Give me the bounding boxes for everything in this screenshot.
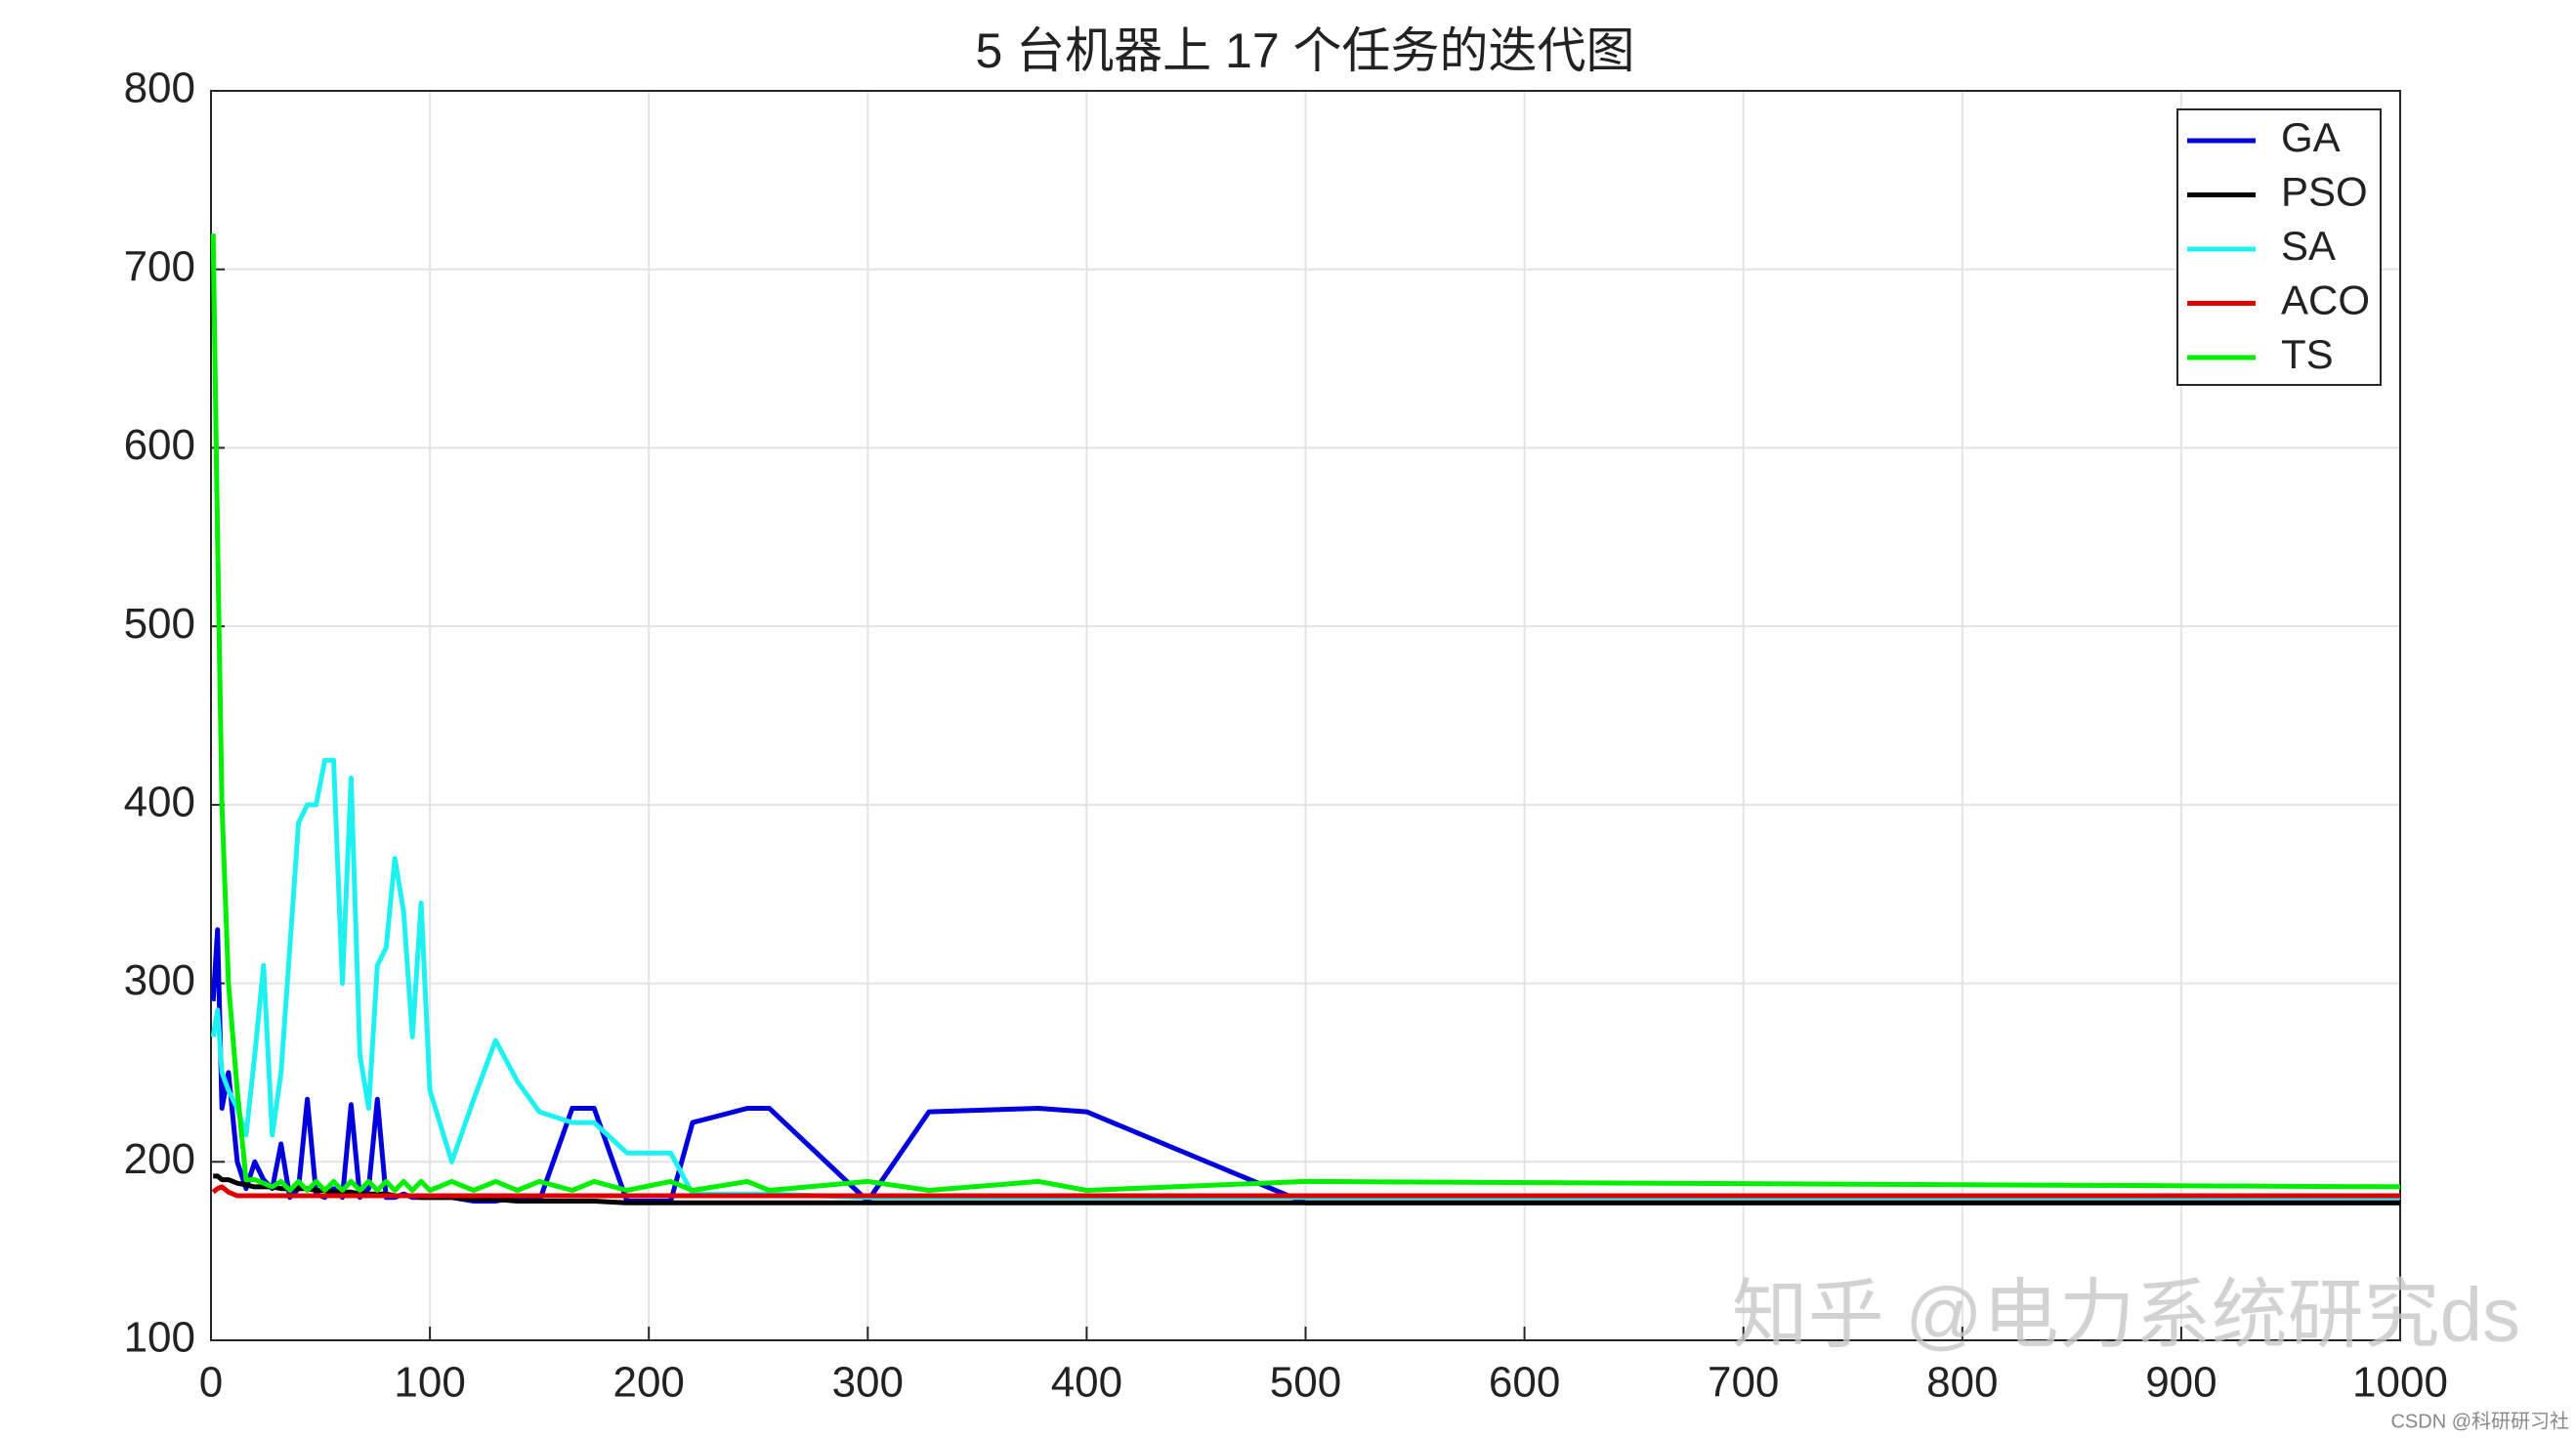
y-tick-label: 100 xyxy=(124,1314,195,1362)
y-tick-label: 800 xyxy=(124,64,195,112)
y-tick-label: 500 xyxy=(124,600,195,648)
legend-label: SA xyxy=(2281,223,2336,269)
series-line xyxy=(210,233,2401,1193)
y-tick-label: 300 xyxy=(124,956,195,1004)
x-tick-label: 1000 xyxy=(2352,1359,2448,1407)
watermark: CSDN @科研研习社 xyxy=(2390,1410,2569,1432)
legend-label: TS xyxy=(2281,331,2334,377)
y-tick-label: 600 xyxy=(124,421,195,469)
x-tick-label: 400 xyxy=(1051,1359,1122,1407)
legend-label: GA xyxy=(2281,114,2341,160)
y-tick-label: 400 xyxy=(124,778,195,825)
watermark: 知乎 @电力系统研究ds xyxy=(1732,1272,2520,1358)
legend-label: PSO xyxy=(2281,169,2368,215)
x-tick-label: 600 xyxy=(1489,1359,1560,1407)
x-tick-label: 900 xyxy=(2145,1359,2217,1407)
x-tick-label: 800 xyxy=(1926,1359,1998,1407)
series-line xyxy=(211,1184,2400,1199)
chart-title: 5 台机器上 17 个任务的迭代图 xyxy=(975,23,1634,78)
x-tick-label: 300 xyxy=(832,1359,904,1407)
legend-label: ACO xyxy=(2281,277,2370,323)
x-tick-label: 200 xyxy=(612,1359,684,1407)
x-tick-label: 500 xyxy=(1270,1359,1341,1407)
x-tick-label: 100 xyxy=(394,1359,465,1407)
plot-frame xyxy=(210,90,2401,1341)
x-tick-label: 0 xyxy=(199,1359,223,1407)
y-tick-label: 200 xyxy=(124,1135,195,1183)
y-tick-label: 700 xyxy=(124,242,195,290)
x-tick-label: 700 xyxy=(1708,1359,1779,1407)
